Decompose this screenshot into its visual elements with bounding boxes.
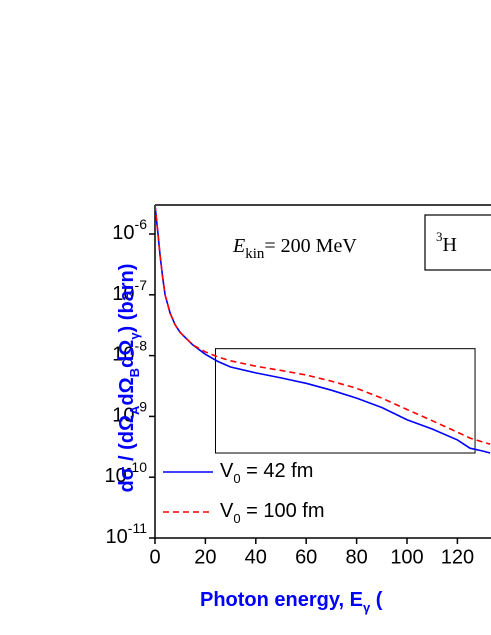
y-tick-label: 10-7 — [112, 277, 147, 306]
x-tick-label: 40 — [245, 546, 267, 568]
text-part: V — [220, 460, 234, 482]
x-tick-label: 120 — [441, 546, 474, 568]
text-part: dσ / (dΩ — [116, 415, 138, 492]
text-part: = 100 fm — [241, 500, 325, 522]
annotation-part: E — [232, 235, 245, 257]
y-tick-label: 10-9 — [112, 398, 147, 427]
x-tick-label: 80 — [345, 546, 367, 568]
sub-text: A — [127, 405, 142, 415]
sub-text: γ — [127, 332, 142, 340]
text-part: ( — [370, 589, 383, 611]
text-part: dΩ — [116, 377, 138, 405]
text-part: dΩ — [116, 340, 138, 368]
line-series — [155, 205, 491, 445]
label-box — [424, 214, 491, 271]
sub-text: γ — [363, 600, 371, 615]
text-part: Photon energy, E — [200, 589, 363, 611]
annotation-part: = 200 MeV — [264, 235, 357, 257]
legend-label: V0 = 42 fm — [220, 460, 313, 486]
x-tick-label: 60 — [295, 546, 317, 568]
x-axis-label: Photon energy, Eγ ( — [200, 589, 383, 615]
sub-text: B — [127, 368, 142, 377]
x-tick-label: 100 — [390, 546, 423, 568]
y-tick-label: 10-6 — [112, 216, 147, 245]
text-part: ) (barn) — [116, 264, 138, 333]
sub-text: 3 — [436, 229, 443, 244]
legend-label: V0 = 100 fm — [220, 500, 325, 526]
y-tick-label: 10-11 — [106, 520, 148, 549]
text-part: H — [443, 234, 457, 256]
sub-text: 0 — [233, 511, 240, 526]
text-part: = 42 fm — [241, 460, 314, 482]
x-tick-label: 0 — [149, 546, 160, 568]
x-tick-label: 20 — [194, 546, 216, 568]
y-tick-label: 10-8 — [112, 337, 147, 366]
line-series — [155, 205, 491, 454]
inset-box — [214, 348, 476, 454]
text-part: V — [220, 500, 234, 522]
annotation: Ekin= 200 MeV — [232, 235, 357, 263]
sub-text: 0 — [233, 471, 240, 486]
box-label: 3H — [436, 229, 457, 255]
y-tick-label: 10-10 — [105, 459, 148, 488]
y-axis-label: dσ / (dΩAdΩBdΩγ) (barn) — [116, 264, 142, 493]
annotation-part: kin — [245, 246, 265, 262]
